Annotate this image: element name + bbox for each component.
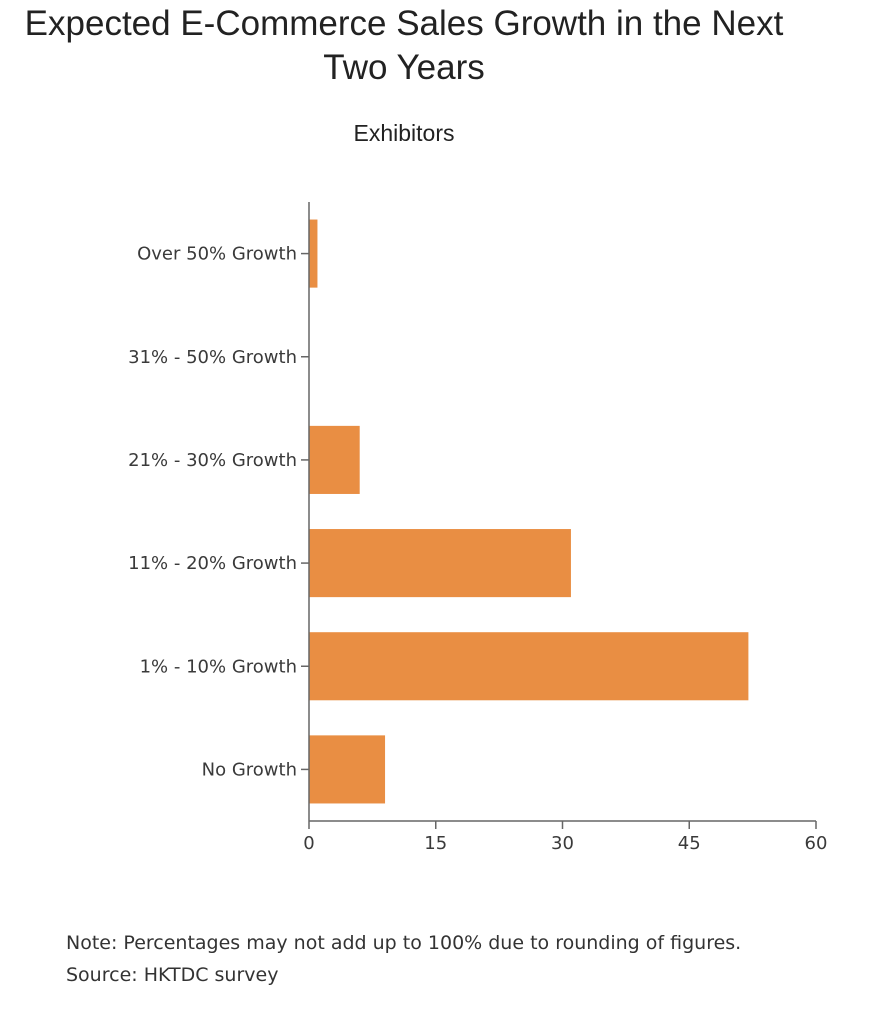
chart-note: Note: Percentages may not add up to 100%… — [66, 932, 742, 954]
y-tick-label: 11% - 20% Growth — [128, 553, 297, 574]
bar-chart: Over 50% Growth 31% - 50% Growth 21% - 30%… — [128, 202, 828, 854]
x-tick-label: 30 — [551, 833, 574, 854]
bar — [309, 219, 318, 288]
x-tick-label: 15 — [424, 833, 447, 854]
y-tick-label: No Growth — [202, 759, 297, 780]
bar — [309, 529, 571, 598]
chart-subtitle: Exhibitors — [353, 120, 455, 146]
chart-source: Source: HKTDC survey — [66, 964, 279, 986]
bar — [309, 632, 749, 701]
y-tick-label: Over 50% Growth — [137, 244, 297, 265]
y-tick-label: 31% - 50% Growth — [128, 347, 297, 368]
x-tick-label: 45 — [678, 833, 701, 854]
bar — [309, 735, 386, 804]
x-tick-label: 0 — [303, 833, 314, 854]
x-tick-label: 60 — [805, 833, 828, 854]
y-tick-label: 21% - 30% Growth — [128, 450, 297, 471]
bar — [309, 425, 360, 494]
chart-title: Expected E-Commerce Sales Growth in the … — [24, 4, 784, 87]
y-tick-label: 1% - 10% Growth — [140, 656, 297, 677]
